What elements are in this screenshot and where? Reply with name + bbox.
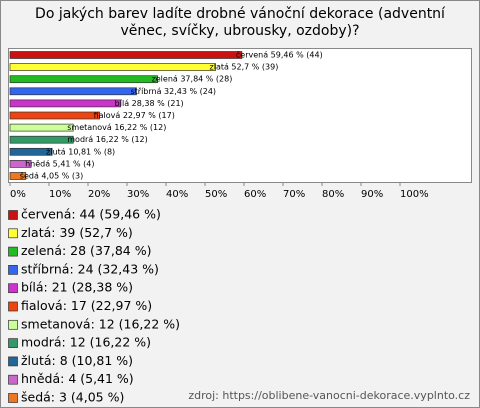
legend-swatch [8,228,18,239]
legend-label: zlatá: 39 (52,7 %) [21,225,133,240]
legend-label: bílá: 21 (28,38 %) [21,280,133,295]
data-label: červená 59,46 % (44) [236,50,323,60]
source: zdroj: https://oblibene-vanocni-dekorace… [188,389,470,402]
data-label: žlutá 10,81 % (8) [46,147,115,156]
x-tick-label: 40% [166,189,188,200]
data-label: zelená 37,84 % (28) [152,75,233,84]
chart-title: Do jakých barev ladíte drobné vánoční de… [35,6,445,39]
legend-label: červená: 44 (59,46 %) [21,207,161,222]
legend-label: hnědá: 4 (5,41 %) [21,371,134,386]
legend-swatch [8,301,18,312]
legend-swatch [8,338,18,348]
bar [9,160,32,168]
x-tick-label: 80% [322,189,344,200]
legend-swatch [8,283,18,294]
data-label: hnědá 5,41 % (4) [25,159,94,168]
data-label: zlatá 52,7 % (39) [210,63,279,72]
legend-swatch [8,319,18,330]
bar [9,51,243,59]
x-tick-label: 20% [88,189,110,200]
data-label: šedá 4,05 % (3) [20,171,83,181]
legend-swatch [8,265,18,275]
bar [9,135,74,144]
legend-label: žlutá: 8 (10,81 %) [21,353,133,368]
bar [9,111,100,120]
legend-label: smetanová: 12 (16,22 %) [21,316,180,331]
data-label: bílá 28,38 % (21) [115,99,184,108]
legend-label: stříbrná: 24 (32,43 %) [21,261,159,276]
data-label: modrá 16,22 % (12) [67,135,148,144]
legend-swatch [8,210,18,220]
bar [9,75,158,84]
x-tick-label: 0% [10,189,26,200]
data-label: stříbrná 32,43 % (24) [130,87,216,96]
bar [9,172,27,180]
x-tick-label: 90% [361,189,383,200]
legend-label: šedá: 3 (4,05 %) [21,390,124,405]
legend-swatch [8,246,18,257]
legend-swatch [8,356,18,367]
x-tick-label: 60% [244,189,266,200]
data-label: fialová 22,97 % (17) [94,111,175,120]
data-label: smetanová 16,22 % (12) [67,123,166,132]
bar [9,147,53,156]
legend-swatch [8,374,18,385]
x-tick-label: 30% [127,189,149,200]
legend-swatch [8,393,18,403]
bar [9,63,216,71]
x-tick-label: 50% [205,189,227,200]
legend-label: modrá: 12 (16,22 %) [21,335,151,350]
bar [9,123,74,132]
x-tick-label: 70% [283,189,305,200]
bar [9,99,122,108]
legend-label: fialová: 17 (22,97 %) [21,298,152,313]
legend-label: zelená: 28 (37,84 %) [21,243,151,258]
x-tick-label: 10% [49,189,71,200]
x-tick-label: 100% [400,189,429,200]
bar [9,87,137,96]
